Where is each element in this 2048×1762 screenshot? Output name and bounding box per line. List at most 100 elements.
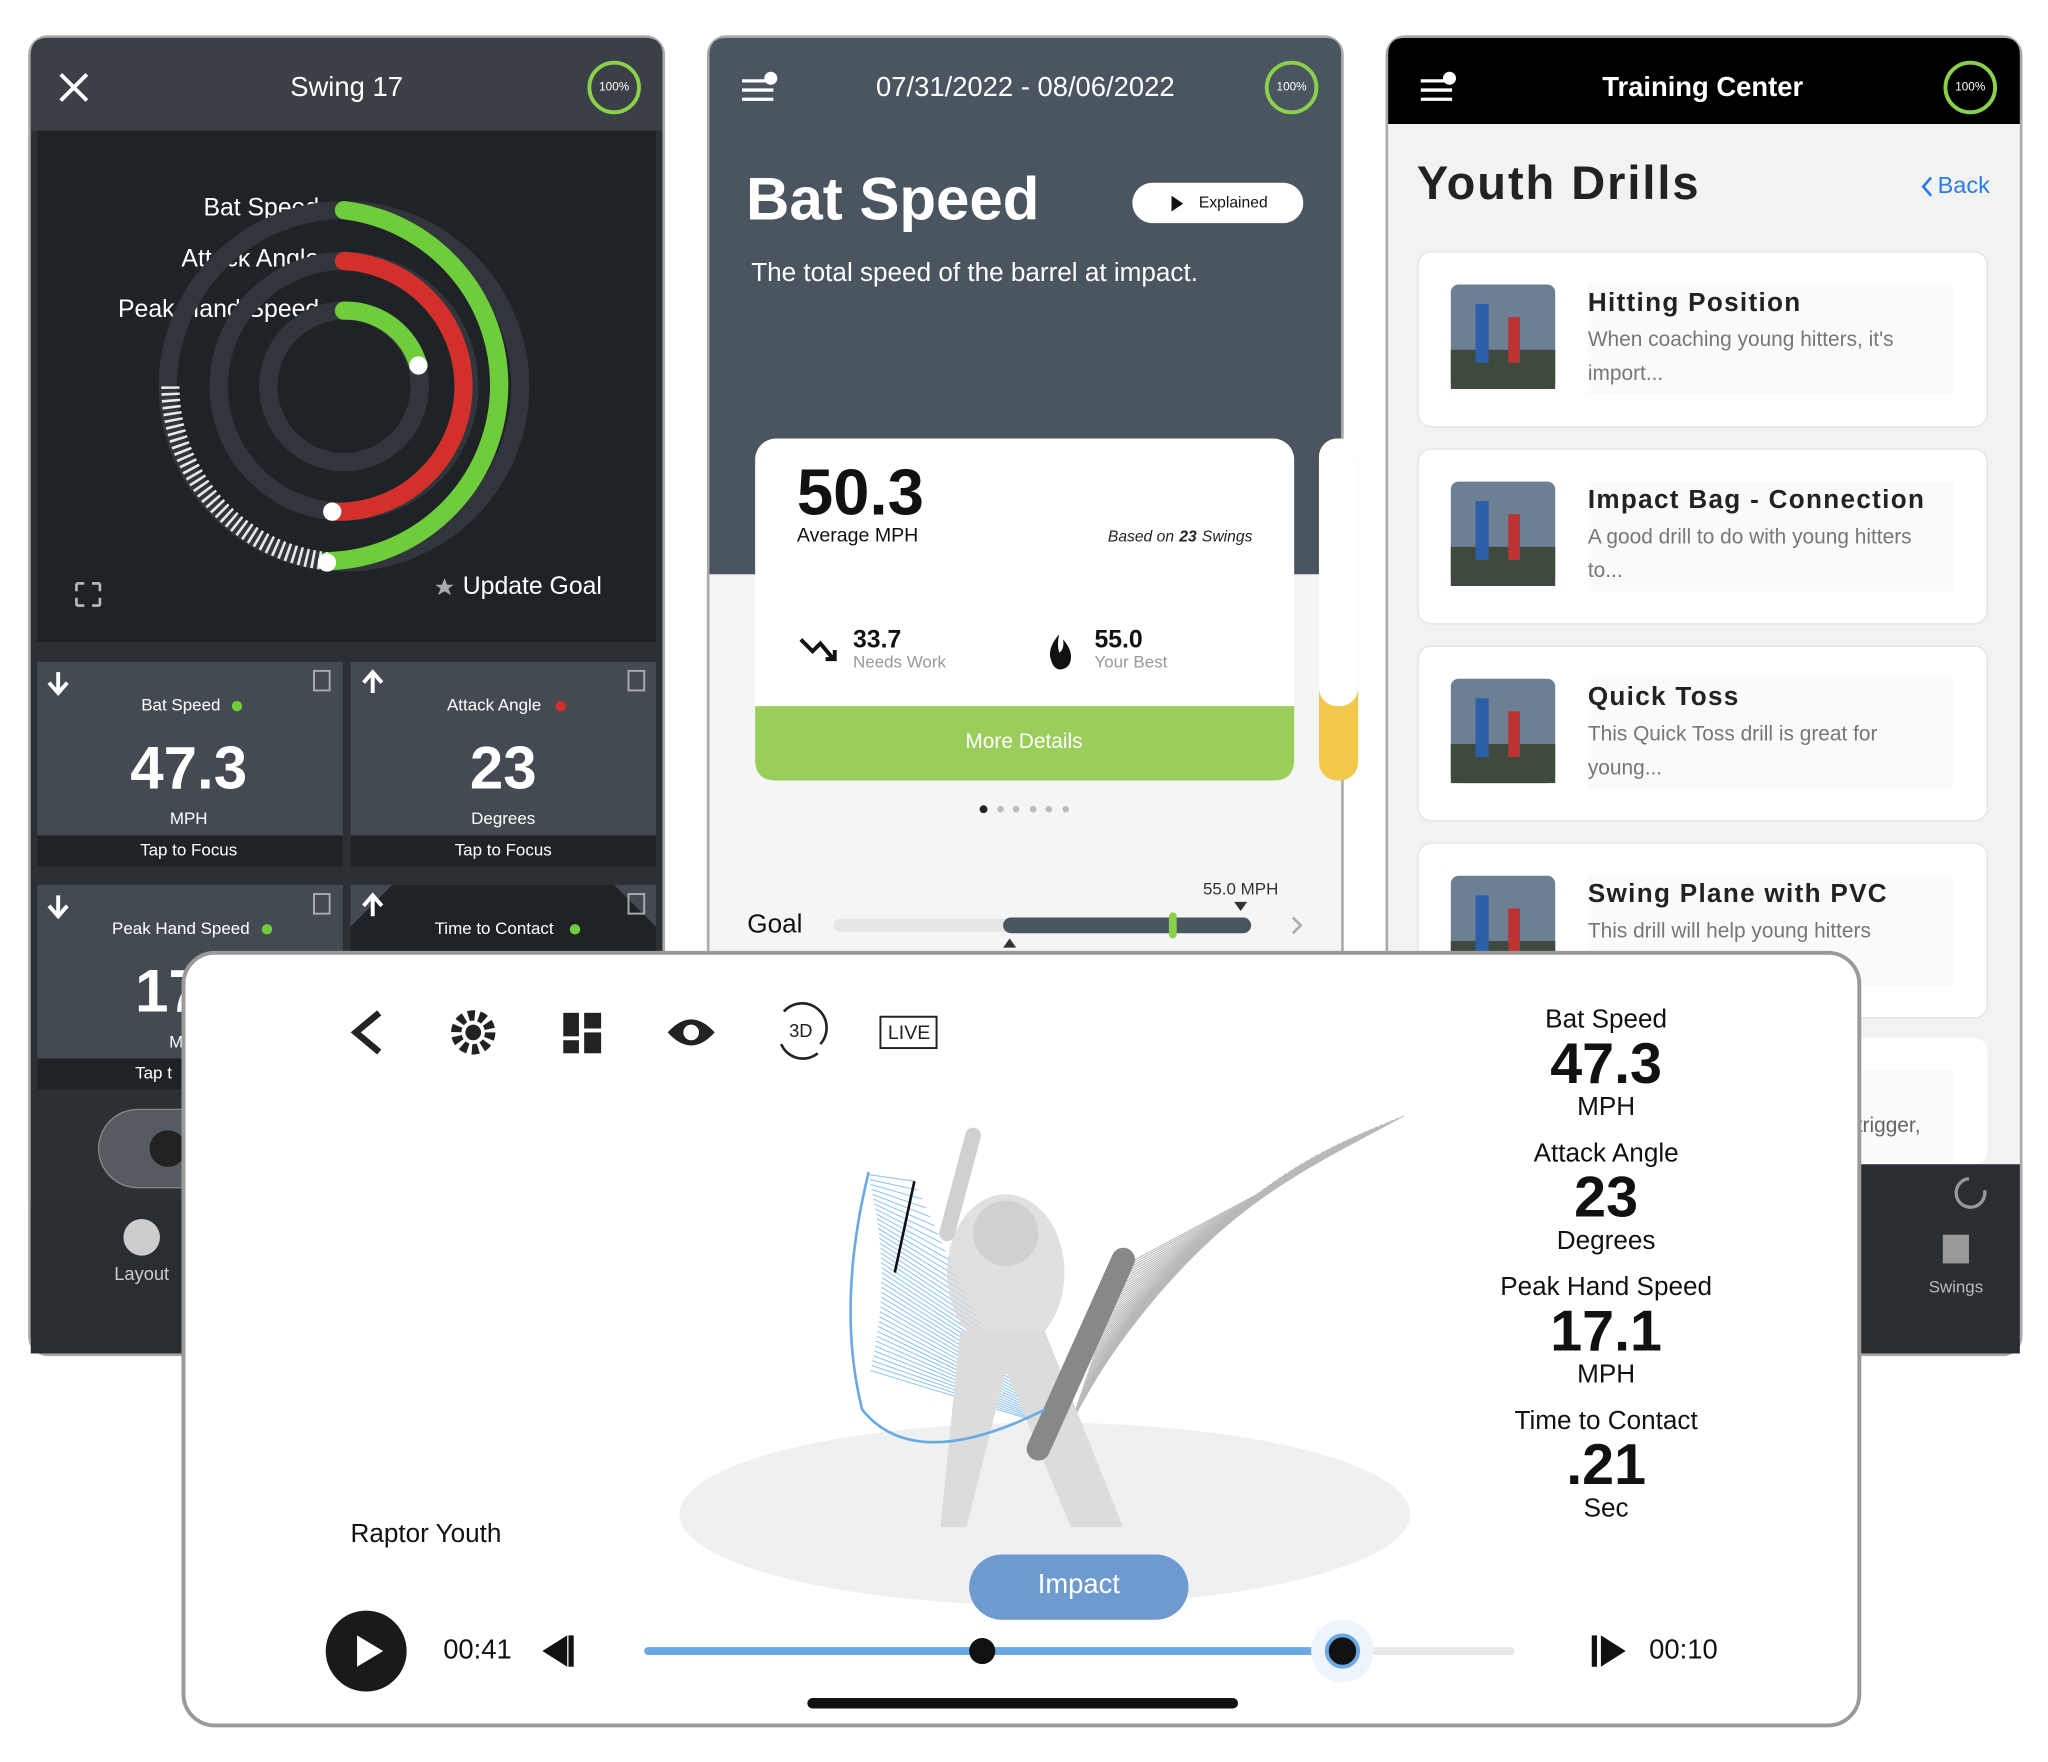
best-label: Your Best	[1094, 653, 1167, 672]
layout-part	[563, 1012, 579, 1037]
chevron[interactable]	[1291, 916, 1303, 935]
metric-label: Attack Angle	[1534, 1137, 1679, 1167]
rotate-icon[interactable]	[780, 1002, 828, 1060]
needs-work-label: Needs Work	[853, 653, 946, 672]
date-range[interactable]: 07/31/2022 - 08/06/2022	[876, 71, 1175, 102]
flame-icon	[1049, 634, 1071, 670]
metric-unit: MPH	[1577, 1091, 1635, 1121]
metric-label: Bat Speed	[1545, 1004, 1667, 1034]
progress: 100%	[1277, 81, 1308, 94]
impact-marker[interactable]	[969, 1638, 996, 1665]
step-forward-bar	[1591, 1635, 1597, 1667]
progress: 100%	[599, 81, 630, 94]
settings-icon[interactable]	[451, 1010, 496, 1055]
layout-icon[interactable]	[123, 1219, 160, 1256]
swings-icon[interactable]	[1942, 1234, 1969, 1264]
dot	[997, 805, 1004, 813]
live[interactable]: LIVE	[888, 1022, 930, 1044]
bat-impact	[1026, 1247, 1135, 1461]
nav-label[interactable]: Swings	[1929, 1278, 1984, 1297]
dot	[979, 805, 988, 814]
phase[interactable]: Impact	[1038, 1568, 1121, 1599]
drill-description: This drill will help young hitters	[1588, 919, 1871, 942]
thumbnail-figure	[1508, 317, 1520, 363]
arrow-up	[362, 892, 384, 917]
tile[interactable]	[350, 661, 656, 867]
drill-description: This Quick Toss drill is great for	[1588, 722, 1878, 745]
step-back[interactable]	[542, 1635, 568, 1667]
clipboard-icon[interactable]	[313, 893, 331, 915]
drill-title: Hitting Position	[1588, 287, 1802, 317]
button-label[interactable]: More Details	[965, 730, 1082, 753]
drill-description: to...	[1588, 559, 1623, 582]
clipboard-icon[interactable]	[627, 893, 646, 915]
trail-edge	[849, 1171, 1046, 1444]
goal-label: Goal	[747, 908, 802, 938]
trail-edge	[893, 1180, 916, 1273]
remaining: 00:10	[1649, 1633, 1718, 1664]
refresh-icon[interactable]	[1954, 1176, 1987, 1209]
drill-title: Quick Toss	[1588, 681, 1740, 711]
elapsed: 00:41	[443, 1633, 512, 1664]
dot	[1029, 805, 1037, 813]
trail-line	[874, 1208, 943, 1244]
update-goal[interactable]: Update Goal	[463, 573, 602, 600]
back-icon[interactable]	[350, 1010, 382, 1055]
trail-line	[879, 1316, 1029, 1398]
arrow-down	[47, 672, 69, 697]
step-back-bar	[568, 1635, 574, 1667]
phase-button[interactable]	[969, 1554, 1189, 1620]
description: The total speed of the barrel at impact.	[751, 257, 1198, 287]
goal-pointer	[1234, 901, 1248, 912]
tile-label: Attack Angle	[447, 696, 541, 715]
more-details-button[interactable]	[755, 706, 1295, 781]
menu-icon[interactable]	[742, 79, 774, 101]
progress-ring	[1943, 60, 1998, 115]
explained-label[interactable]: Explained	[1199, 195, 1268, 212]
clipboard-icon[interactable]	[627, 669, 646, 692]
metric-value: 17.1	[1550, 1299, 1662, 1363]
view-3d[interactable]: 3D	[789, 1020, 812, 1041]
back[interactable]: Back	[1938, 172, 1990, 198]
thumbnail-figure	[1475, 895, 1489, 955]
trail-line	[877, 1228, 958, 1278]
play-icon	[1171, 195, 1184, 212]
menu-icon[interactable]	[1420, 79, 1453, 101]
tile-bar	[37, 835, 343, 867]
ring-bat-speed	[317, 200, 509, 571]
thumbnail-figure	[1508, 908, 1520, 955]
nav-label[interactable]: Layout	[114, 1263, 169, 1284]
dot	[1062, 805, 1070, 813]
home-indicator	[807, 1698, 1239, 1709]
trail-line	[872, 1193, 931, 1218]
drill-text-bg	[1587, 678, 1954, 789]
trail-line	[878, 1321, 1033, 1403]
thumbnail-figure	[1475, 501, 1489, 560]
title: Bat Speed	[746, 165, 1040, 232]
expand-icon[interactable]	[75, 582, 102, 607]
layout-part	[584, 1012, 602, 1029]
scrubber[interactable]	[1324, 1633, 1361, 1669]
progress-ring	[587, 60, 641, 115]
close-icon[interactable]	[59, 73, 89, 102]
tile-action[interactable]: Tap to Focus	[455, 840, 552, 859]
clipboard-icon[interactable]	[313, 669, 331, 692]
back-chevron[interactable]	[1921, 176, 1933, 197]
tile-action[interactable]: Tap t	[135, 1064, 172, 1083]
trail-line	[870, 1183, 923, 1200]
tile-action[interactable]: Tap to Focus	[140, 840, 237, 859]
ring-dot	[317, 553, 337, 572]
layout-icon[interactable]	[563, 1012, 602, 1054]
step-forward[interactable]	[1600, 1635, 1626, 1667]
live-box[interactable]	[879, 1015, 938, 1050]
tile[interactable]	[37, 661, 343, 867]
trail-line	[875, 1213, 946, 1252]
tile-unit: Degrees	[471, 809, 535, 828]
eye-pupil	[683, 1024, 700, 1041]
page-dots	[979, 805, 1070, 814]
explained-button[interactable]	[1132, 182, 1304, 224]
card	[755, 438, 1295, 781]
tile-value: 47.3	[130, 735, 247, 802]
